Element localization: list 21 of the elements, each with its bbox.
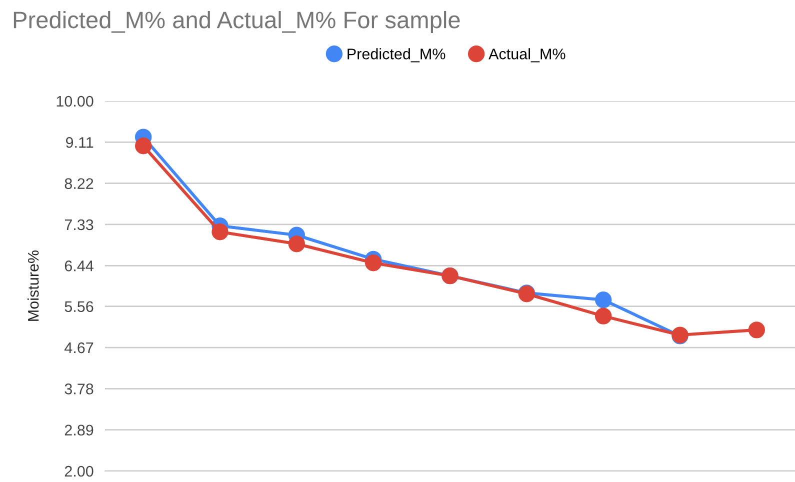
y-tick-label: 3.78 xyxy=(64,384,94,394)
point xyxy=(365,254,382,272)
y-tick-label: 6.44 xyxy=(64,260,94,272)
point xyxy=(288,236,305,252)
y-tick-label: 5.56 xyxy=(64,301,94,312)
chart-title: Predicted_M% and Actual_M% For sample xyxy=(14,10,460,34)
legend-label: Actual_M% xyxy=(488,48,566,62)
y-tick-label: 2.00 xyxy=(64,466,94,477)
point xyxy=(212,224,228,240)
y-tick-label: 9.11 xyxy=(66,137,94,148)
y-tick-label: 10.00 xyxy=(56,96,94,107)
y-tick-label: 4.67 xyxy=(64,342,94,354)
point xyxy=(748,322,765,338)
y-tick-label: 8.22 xyxy=(64,178,94,190)
point xyxy=(595,292,612,308)
point xyxy=(135,138,152,154)
y-tick-label: 2.89 xyxy=(64,424,94,436)
legend-label: Predicted_M% xyxy=(348,48,446,62)
y-tick-label: 7.33 xyxy=(64,219,94,230)
point xyxy=(595,308,612,324)
y-axis-title: Moisture% xyxy=(28,250,39,321)
